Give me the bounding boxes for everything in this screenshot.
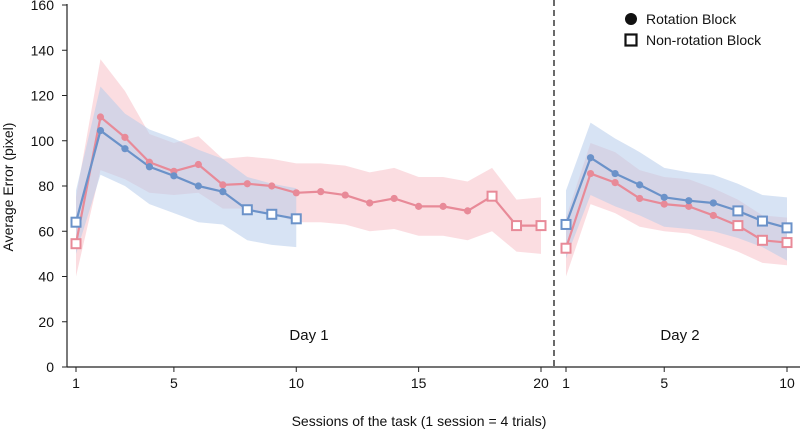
point-rotation: [415, 202, 423, 210]
point-non-rotation: [560, 218, 572, 230]
point-rotation: [219, 181, 227, 189]
y-tick-label: 120: [31, 88, 55, 104]
point-non-rotation: [732, 220, 744, 232]
point-non-rotation: [70, 238, 82, 250]
day2-label: Day 2: [660, 327, 699, 344]
point-non-rotation: [756, 215, 768, 227]
legend-nonrotation-label: Non-rotation Block: [646, 32, 762, 48]
y-tick-label: 0: [46, 359, 54, 375]
point-non-rotation: [511, 220, 523, 232]
point-rotation: [170, 172, 178, 180]
x-tick-label: 5: [660, 375, 668, 391]
x-tick-label: 20: [533, 375, 549, 391]
point-rotation: [439, 202, 447, 210]
y-tick-label: 140: [31, 42, 55, 58]
point-rotation: [636, 194, 644, 203]
x-tick-label: 10: [779, 375, 795, 391]
point-rotation: [636, 181, 644, 189]
point-rotation: [317, 188, 325, 196]
x-tick-label: 5: [170, 375, 178, 391]
line-group-a-day1: [74, 115, 541, 244]
y-ticks: 0 20 40 60 80 100 120 140 160: [31, 0, 67, 375]
x-tick-label: 1: [72, 375, 80, 391]
x-axis-label: Sessions of the task (1 session = 4 tria…: [292, 413, 547, 429]
day1-label: Day 1: [289, 327, 328, 344]
legend-rotation-label: Rotation Block: [646, 11, 737, 27]
point-rotation: [194, 160, 202, 169]
point-non-rotation: [560, 242, 572, 254]
point-rotation: [611, 169, 619, 178]
point-non-rotation: [70, 216, 82, 228]
legend-rotation-marker: [625, 13, 637, 25]
band-group-b-day1: [76, 86, 297, 254]
point-rotation: [243, 180, 251, 188]
point-rotation: [366, 199, 374, 207]
point-rotation: [586, 169, 595, 178]
point-non-rotation: [756, 234, 768, 246]
point-rotation: [121, 145, 129, 153]
point-non-rotation: [781, 237, 793, 249]
point-rotation: [660, 200, 668, 208]
point-rotation: [121, 133, 129, 141]
point-rotation: [463, 207, 472, 215]
point-rotation: [194, 182, 202, 190]
point-rotation: [219, 188, 227, 196]
point-non-rotation: [732, 205, 744, 217]
point-rotation: [709, 199, 717, 207]
point-non-rotation: [781, 222, 793, 234]
y-tick-label: 40: [38, 269, 54, 285]
legend: Rotation Block Non-rotation Block: [624, 11, 762, 48]
x-tick-label: 10: [288, 375, 304, 391]
point-rotation: [709, 211, 717, 220]
point-rotation: [611, 179, 619, 187]
x-tick-label: 1: [562, 375, 570, 391]
y-tick-label: 100: [31, 133, 55, 149]
series-lines: [74, 115, 788, 249]
y-tick-label: 160: [31, 0, 55, 13]
line-group-a-day2: [564, 172, 788, 249]
line-group-b-day2: [564, 156, 788, 229]
point-rotation: [586, 154, 595, 162]
y-tick-label: 80: [38, 178, 54, 194]
legend-nonrotation-marker: [624, 33, 638, 47]
point-rotation: [292, 189, 300, 197]
y-tick-label: 60: [38, 223, 54, 239]
series-markers: [70, 113, 793, 254]
line-group-b-day1: [74, 129, 297, 223]
band-group-b-day2: [566, 122, 787, 261]
point-rotation: [685, 197, 693, 205]
point-rotation: [96, 126, 105, 135]
point-non-rotation: [290, 213, 302, 225]
point-non-rotation: [241, 204, 253, 216]
point-rotation: [96, 113, 105, 121]
point-rotation: [390, 194, 398, 203]
point-rotation: [268, 182, 276, 190]
band-group-a-day1: [76, 59, 541, 277]
point-non-rotation: [535, 220, 547, 232]
point-rotation: [660, 193, 668, 201]
y-axis-label: Average Error (pixel): [0, 123, 16, 252]
x-ticks: 1 5 10 15 20 1 5 10: [72, 367, 795, 391]
x-tick-label: 15: [411, 375, 427, 391]
point-rotation: [341, 191, 349, 199]
point-rotation: [685, 202, 693, 210]
point-non-rotation: [266, 208, 278, 220]
point-non-rotation: [486, 190, 498, 202]
point-rotation: [145, 163, 154, 171]
y-tick-label: 20: [38, 314, 54, 330]
